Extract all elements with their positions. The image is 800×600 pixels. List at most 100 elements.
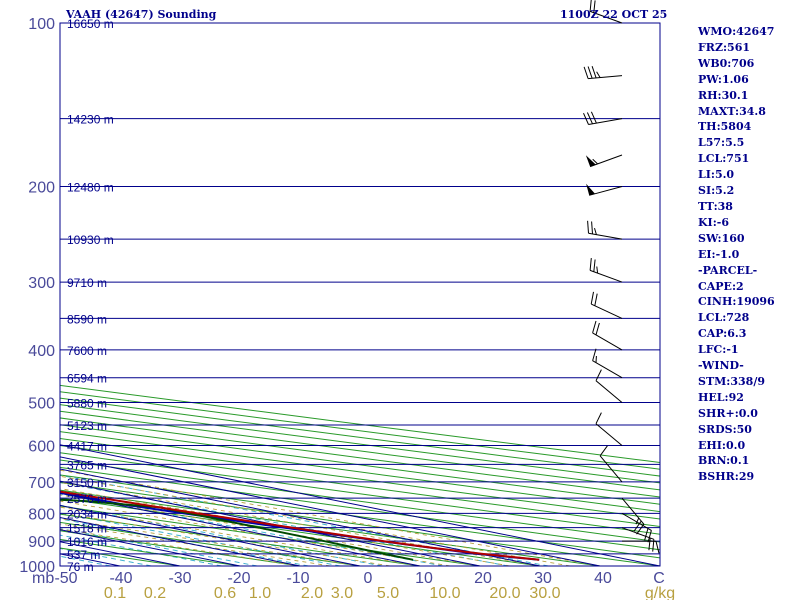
wind-barb: [586, 183, 623, 196]
height-label: 537 m: [67, 548, 100, 562]
index-item: LFC:-1: [698, 343, 739, 357]
pressure-tick-label: 700: [28, 475, 55, 492]
wind-barb-feather: [594, 227, 597, 235]
wind-barb-feather: [595, 412, 602, 424]
wind-barb-staff: [599, 455, 623, 483]
mixing-ratio-tick-label: 1.0: [249, 585, 271, 600]
temperature-tick-label: -10: [286, 570, 309, 587]
wind-barb: [583, 66, 623, 80]
pressure-tick-label: 800: [28, 506, 55, 523]
height-label: 5880 m: [67, 397, 107, 411]
mixing-ratio-tick-label: 3.0: [331, 585, 353, 600]
wind-barb-staff: [595, 423, 623, 446]
pressure-unit-label: mb: [32, 570, 54, 587]
wind-barb: [595, 412, 623, 446]
wind-barb-feather: [644, 528, 649, 541]
temperature-tick-label: 0: [364, 570, 373, 587]
index-item: PW:1.06: [698, 72, 749, 86]
wind-barb: [583, 111, 623, 125]
index-item: TH:5804: [698, 120, 752, 134]
moist-adiabat: [60, 512, 391, 566]
wind-barb: [621, 512, 652, 543]
mixing-ratio-tick-label: 30.0: [529, 585, 560, 600]
moist-adiabat: [60, 475, 571, 566]
wind-barb: [589, 0, 623, 24]
height-label: 1518 m: [67, 522, 107, 536]
height-label: 6594 m: [67, 372, 107, 386]
wind-barb-staff: [592, 332, 623, 351]
index-item: SRDS:50: [698, 422, 752, 436]
isotherm-line: [60, 456, 601, 566]
height-label: 9710 m: [67, 276, 107, 290]
wind-barb-feather: [635, 517, 640, 525]
mixing-ratio-tick-label: 0.6: [214, 585, 236, 600]
sounding-title: VAAH (42647) Sounding: [66, 8, 217, 21]
temperature-tick-label: -30: [168, 570, 191, 587]
wind-barb-staff: [590, 303, 623, 319]
wind-barb-staff: [589, 185, 623, 196]
isotherm-line: [60, 444, 660, 566]
wind-barb-feather: [655, 541, 660, 554]
index-item: LCL:751: [698, 152, 750, 166]
wind-barb-staff: [589, 269, 623, 283]
temperature-tick-label: 20: [474, 570, 492, 587]
index-item: HEL:92: [698, 390, 744, 404]
wind-barb-staff: [588, 118, 623, 125]
temperature-tick-label: 10: [415, 570, 433, 587]
index-item: BSHR:29: [698, 470, 755, 484]
wind-barb-staff: [621, 527, 655, 540]
height-label: 8590 m: [67, 312, 107, 326]
dry-adiabat: [60, 474, 660, 559]
wind-barb-feather: [583, 112, 589, 125]
wind-barb-feather: [594, 293, 598, 306]
wind-barb-staff: [621, 497, 645, 525]
index-item: WB0:706: [698, 56, 755, 70]
grid-lines: [60, 23, 660, 566]
height-label: 3765 m: [67, 458, 107, 472]
temperature-tick-label: 40: [594, 570, 612, 587]
index-item: SI:5.2: [698, 184, 735, 198]
wind-barb-feather: [595, 369, 602, 381]
wind-barb: [589, 258, 623, 283]
wind-barb-feather: [587, 220, 589, 234]
moist-adiabat: [60, 523, 331, 566]
index-item: BRN:0.1: [698, 454, 750, 468]
wind-barb-feather: [590, 111, 597, 124]
index-item: SW:160: [698, 231, 745, 245]
temperature-tick-label: -50: [54, 570, 77, 587]
index-item: CAP:6.3: [698, 327, 747, 341]
wind-barb-staff: [588, 232, 623, 240]
height-label: 2576 m: [67, 492, 107, 506]
temperature-tick-label: -40: [109, 570, 132, 587]
stability-indices: WMO:42647 FRZ:561 WB0:706 PW:1.06 RH:30.1 MAX…: [698, 24, 775, 485]
index-item: WMO:42647: [698, 25, 775, 38]
wind-barb-feather: [587, 66, 593, 79]
index-item: EHI:0.0: [698, 438, 746, 452]
height-label: 3150 m: [67, 476, 107, 490]
wind-barb-staff: [589, 154, 623, 168]
index-item: L57:5.5: [698, 136, 745, 150]
wind-barb-feather: [599, 445, 608, 457]
height-label: 12480 m: [67, 181, 114, 195]
wind-barb-feather: [592, 320, 597, 334]
wind-barb: [590, 291, 623, 319]
wind-barb-feather: [595, 322, 600, 336]
height-label: 2034 m: [67, 507, 107, 521]
wind-barb-feather: [592, 348, 597, 361]
wind-barb: [595, 369, 623, 403]
wind-barb-feather: [586, 112, 593, 125]
index-item: EI:-1.0: [698, 247, 740, 261]
wind-barb-feather: [583, 66, 589, 79]
wind-barb: [592, 348, 623, 379]
wind-barb-feather: [596, 266, 599, 274]
index-item: KI:-6: [698, 215, 729, 229]
temperature-tick-label: 30: [534, 570, 552, 587]
pressure-tick-label: 1000: [19, 559, 55, 576]
isotherm-line: [60, 492, 421, 566]
mixing-ratio-tick-label: 5.0: [377, 585, 399, 600]
index-item: LCL:728: [698, 311, 750, 325]
wind-barb-feather: [593, 259, 596, 272]
wind-barb-staff: [621, 512, 652, 531]
index-item: FRZ:561: [698, 40, 751, 54]
